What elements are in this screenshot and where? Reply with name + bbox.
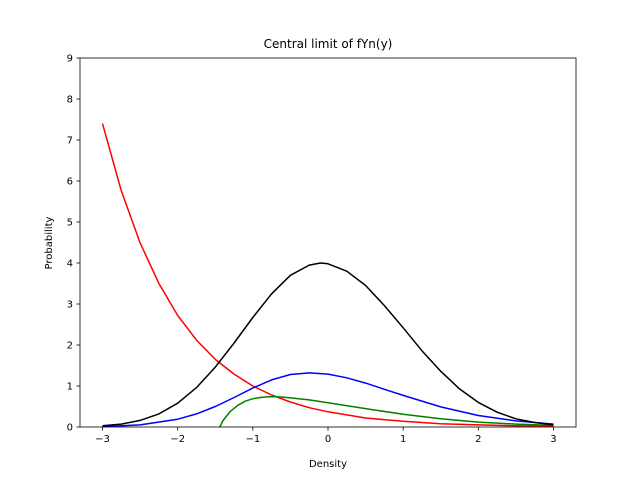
- y-tick-label: 3: [67, 300, 73, 311]
- series-layer: [101, 123, 554, 428]
- x-axis: −3 −2 −1 0 1 2 3: [95, 427, 557, 445]
- x-tick-label: −3: [95, 434, 110, 445]
- x-tick-label: −2: [170, 434, 185, 445]
- series-line-1: [101, 123, 554, 427]
- x-tick-label: 2: [475, 434, 481, 445]
- series-line-4: [102, 262, 554, 427]
- y-axis: 0 1 2 3 4 5 6 7 8 9: [67, 54, 80, 434]
- x-tick-label: 3: [550, 434, 556, 445]
- y-tick-label: 9: [67, 54, 73, 65]
- y-tick-label: 4: [67, 259, 73, 270]
- y-tick-label: 5: [67, 218, 73, 229]
- series-line-3: [219, 395, 554, 428]
- y-tick-label: 1: [67, 382, 73, 393]
- plot-frame: [79, 57, 577, 428]
- series-line-2: [102, 372, 554, 428]
- x-tick-label: 1: [400, 434, 406, 445]
- y-axis-label: Probability: [44, 216, 55, 269]
- y-tick-label: 0: [67, 423, 73, 434]
- x-axis-label: Density: [309, 459, 347, 470]
- y-tick-label: 6: [67, 177, 73, 188]
- x-tick-label: 0: [325, 434, 331, 445]
- x-tick-label: −1: [245, 434, 260, 445]
- y-tick-label: 8: [67, 95, 73, 106]
- y-tick-label: 2: [67, 341, 73, 352]
- chart-title: Central limit of fYn(y): [264, 37, 393, 51]
- plot-area: [79, 57, 577, 428]
- y-tick-label: 7: [67, 136, 73, 147]
